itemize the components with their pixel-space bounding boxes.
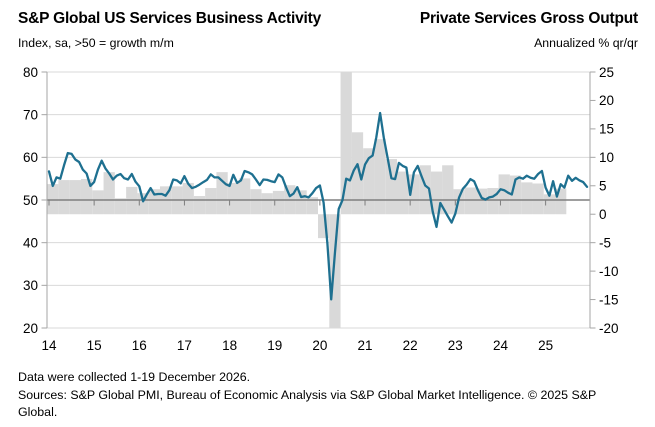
bar-quarterly-output (238, 178, 251, 215)
footer-collection-note: Data were collected 1-19 December 2026. (18, 370, 251, 384)
bar-quarterly-output (92, 190, 104, 215)
bar-quarterly-output (227, 182, 239, 215)
right-axis-tick-label: 0 (599, 207, 607, 222)
bar-quarterly-output (103, 172, 115, 215)
left-title: S&P Global US Services Business Activity (18, 10, 321, 27)
right-axis-tick-label: -15 (599, 292, 619, 307)
bar-quarterly-output (509, 175, 522, 215)
footer-notes: Data were collected 1-19 December 2026. … (18, 369, 636, 422)
bar-quarterly-output (272, 190, 285, 215)
left-axis-tick-label: 40 (23, 235, 38, 250)
bar-quarterly-output (498, 174, 510, 215)
right-axis-tick-label: -20 (599, 321, 619, 336)
bar-quarterly-output (532, 183, 544, 215)
x-axis-year-label: 18 (222, 338, 237, 353)
bar-quarterly-output (216, 172, 228, 215)
bar-quarterly-output (521, 182, 533, 215)
x-axis-year-label: 15 (87, 338, 102, 353)
bar-quarterly-output (476, 188, 488, 215)
bar-quarterly-output (408, 174, 420, 215)
x-axis-year-label: 22 (403, 338, 418, 353)
bar-quarterly-output (555, 188, 567, 215)
footer-sources-note: Sources: S&P Global PMI, Bureau of Econo… (18, 387, 597, 420)
bar-quarterly-output (363, 148, 375, 215)
right-axis-tick-label: 20 (599, 93, 614, 108)
bar-quarterly-output (397, 171, 409, 215)
x-axis-year-label: 20 (312, 338, 327, 353)
bar-quarterly-output (295, 190, 307, 215)
bar-quarterly-output (205, 188, 217, 215)
bar-quarterly-output (47, 184, 59, 215)
bar-quarterly-output (261, 193, 273, 215)
left-axis-tick-label: 20 (23, 321, 38, 336)
bar-quarterly-output (442, 165, 454, 215)
bar-quarterly-output (114, 198, 127, 215)
bar-quarterly-output (374, 139, 386, 215)
bar-quarterly-output (137, 193, 149, 215)
x-axis-year-label: 24 (493, 338, 509, 353)
bar-quarterly-output (385, 159, 398, 215)
left-axis-subtitle: Index, sa, >50 = growth m/m (18, 36, 174, 50)
left-axis-tick-label: 30 (23, 278, 38, 293)
bar-quarterly-output (80, 178, 93, 215)
x-axis-year-label: 23 (448, 338, 463, 353)
right-axis-tick-label: 25 (599, 65, 614, 80)
bar-quarterly-output (182, 182, 194, 215)
left-axis-tick-label: 50 (23, 193, 38, 208)
right-title: Private Services Gross Output (419, 10, 638, 27)
bar-quarterly-output (193, 196, 206, 215)
bar-quarterly-output (148, 189, 160, 215)
right-axis-tick-label: 5 (599, 179, 607, 194)
x-axis-year-label: 16 (132, 338, 147, 353)
left-axis-tick-label: 80 (23, 65, 38, 80)
x-axis-year-label: 17 (177, 338, 192, 353)
right-axis-subtitle: Annualized % qr/qr (534, 36, 638, 50)
left-axis-tick-label: 70 (23, 107, 38, 122)
x-axis-year-label: 19 (267, 338, 282, 353)
right-axis-tick-label: -5 (599, 235, 611, 250)
bar-quarterly-output (318, 214, 330, 239)
bar-quarterly-output (351, 132, 364, 215)
right-axis-tick-label: -10 (599, 264, 619, 279)
bar-quarterly-output (329, 214, 341, 328)
x-axis-year-label: 21 (358, 338, 373, 353)
left-axis-tick-label: 60 (23, 150, 38, 165)
bar-quarterly-output (543, 194, 556, 215)
bar-quarterly-output (464, 187, 477, 215)
bar-quarterly-output (340, 72, 352, 215)
right-axis-tick-label: 10 (599, 150, 614, 165)
bar-quarterly-output (58, 180, 70, 215)
bar-quarterly-output (430, 171, 443, 215)
bar-quarterly-output (419, 165, 431, 215)
bar-quarterly-output (250, 189, 262, 215)
x-axis-year-label: 14 (41, 338, 57, 353)
pmi-line-series (47, 111, 589, 301)
x-axis-year-label: 25 (538, 338, 553, 353)
bar-quarterly-output (69, 180, 81, 215)
bar-quarterly-output (306, 197, 318, 215)
right-axis-tick-label: 15 (599, 122, 614, 137)
bar-quarterly-output (487, 188, 499, 215)
